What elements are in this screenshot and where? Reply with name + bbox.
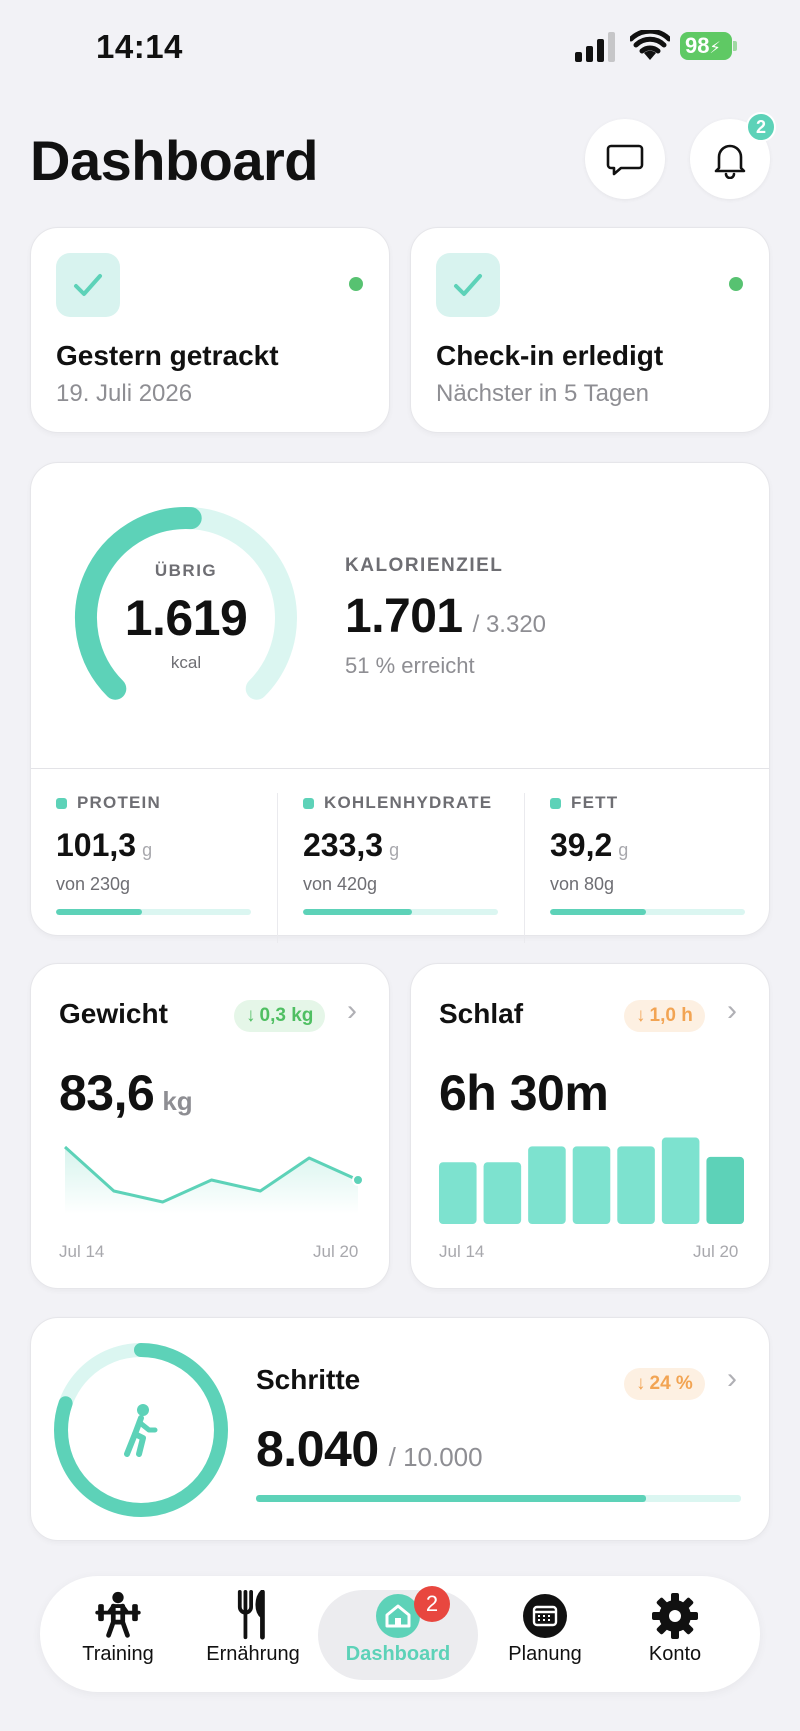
calorie-consumed: 1.701 / 3.320 [345, 589, 546, 644]
nav-label: Ernährung [206, 1643, 300, 1665]
wifi-icon [630, 30, 670, 60]
macro-value: 233,3 [303, 827, 384, 863]
card-subtitle: Nächster in 5 Tagen [436, 380, 650, 407]
weight-card[interactable]: Gewicht ↓ 0,3 kg › 83,6 kg Jul 14 Jul 20 [30, 963, 390, 1289]
chat-button[interactable] [585, 119, 665, 199]
remaining-unit: kcal [170, 653, 202, 672]
sleep-bar [483, 1162, 522, 1224]
checkin-card[interactable]: Check-in erledigt Nächster in 5 Tagen [410, 227, 770, 433]
nav-konto[interactable]: Konto [620, 1590, 730, 1680]
macro-carbs: KOHLENHYDRATE 233,3 g von 420g [303, 793, 498, 915]
remaining-value: 1.619 [124, 590, 248, 646]
walking-icon [124, 1404, 158, 1457]
goal-value: / 3.320 [472, 611, 547, 638]
sleep-title: Schlaf [439, 998, 524, 1029]
sleep-bar [661, 1137, 700, 1224]
chat-icon [606, 144, 644, 176]
arrow-down-icon: ↓ [636, 1373, 646, 1394]
sleep-bar [572, 1146, 611, 1224]
macro-of: von 230g [56, 874, 131, 894]
steps-ring [54, 1343, 228, 1517]
battery-icon: 98⚡ [680, 32, 738, 60]
bottom-nav: Training Ernährung Dashboard 2 Planung [40, 1576, 760, 1692]
divider [31, 768, 769, 769]
weight-value: 83,6 kg [59, 1065, 193, 1121]
macro-fat: FETT 39,2 g von 80g [550, 793, 745, 915]
remaining-label: ÜBRIG [154, 561, 218, 580]
bell-icon [714, 144, 746, 179]
reached-text: 51 % erreicht [345, 653, 475, 678]
steps-card[interactable]: Schritte ↓ 24 % › 8.040 / 10.000 [30, 1317, 770, 1541]
status-time: 14:14 [96, 28, 183, 65]
check-icon [56, 253, 120, 317]
notifications-badge: 2 [746, 112, 776, 142]
steps-title: Schritte [256, 1364, 361, 1395]
sleep-bar [528, 1146, 566, 1224]
macro-progress [550, 909, 745, 915]
nav-label: Training [82, 1643, 154, 1665]
macro-label: PROTEIN [77, 793, 161, 812]
weight-line [63, 1145, 359, 1204]
gear-icon [652, 1593, 698, 1639]
status-dot [729, 277, 743, 291]
home-icon [376, 1594, 420, 1638]
chevron-right-icon[interactable]: › [347, 994, 357, 1027]
goal-label: KALORIENZIEL [345, 555, 504, 576]
arrow-down-icon: ↓ [246, 1005, 256, 1026]
axis-end: Jul 20 [693, 1242, 739, 1261]
weightlifting-icon [95, 1591, 141, 1638]
macro-of: von 80g [550, 874, 615, 894]
nav-ernaehrung[interactable]: Ernährung [190, 1590, 316, 1680]
chevron-right-icon[interactable]: › [727, 994, 737, 1027]
sleep-bar [706, 1156, 744, 1224]
sleep-chart [439, 1137, 744, 1224]
axis-end: Jul 20 [313, 1242, 359, 1261]
sleep-bar [617, 1146, 655, 1224]
weight-title: Gewicht [59, 998, 168, 1029]
sleep-card[interactable]: Schlaf ↓ 1,0 h › 6h 30m Jul 14 Jul 20 [410, 963, 770, 1289]
sleep-value: 6h 30m [439, 1065, 609, 1121]
axis-start: Jul 14 [59, 1242, 105, 1261]
axis-start: Jul 14 [439, 1242, 485, 1261]
nav-label: Planung [508, 1643, 582, 1665]
sleep-delta-badge: ↓ 1,0 h [624, 1000, 705, 1032]
dashboard-badge: 2 [414, 1586, 450, 1622]
calorie-ring [75, 507, 297, 700]
consumed-value: 1.701 [345, 590, 463, 643]
calorie-card[interactable]: ÜBRIG 1.619 kcal KALORIENZIEL 1.701 / 3.… [30, 462, 770, 943]
steps-progress [256, 1495, 741, 1502]
cutlery-icon [237, 1590, 265, 1640]
sleep-bar [439, 1162, 477, 1224]
card-subtitle: 19. Juli 2026 [56, 380, 193, 407]
tracked-card[interactable]: Gestern getrackt 19. Juli 2026 [30, 227, 390, 433]
steps-value: 8.040 / 10.000 [256, 1421, 483, 1477]
signal-icon [575, 32, 615, 62]
macro-value: 101,3 [56, 827, 137, 863]
macro-of: von 420g [303, 874, 378, 894]
weight-delta-badge: ↓ 0,3 kg [234, 1000, 326, 1032]
nav-planung[interactable]: Planung [480, 1590, 610, 1680]
calendar-icon [523, 1594, 567, 1638]
steps-delta-badge: ↓ 24 % [624, 1368, 705, 1400]
nav-dashboard[interactable]: Dashboard [318, 1590, 478, 1680]
macro-label: KOHLENHYDRATE [324, 793, 493, 812]
weight-chart [63, 1145, 364, 1214]
arrow-down-icon: ↓ [636, 1005, 646, 1026]
weight-last-point [352, 1174, 364, 1186]
macro-label: FETT [571, 793, 619, 812]
macro-progress [303, 909, 498, 915]
status-dot [349, 277, 363, 291]
chevron-right-icon[interactable]: › [727, 1362, 737, 1395]
page-title: Dashboard [30, 129, 319, 192]
nav-label: Dashboard [345, 1643, 451, 1665]
check-icon [436, 253, 500, 317]
nav-training[interactable]: Training [60, 1590, 176, 1680]
macro-value: 39,2 [550, 827, 613, 863]
macro-protein: PROTEIN 101,3 g von 230g [56, 793, 251, 915]
card-title: Gestern getrackt [56, 340, 279, 371]
card-title: Check-in erledigt [436, 340, 664, 371]
nav-label: Konto [648, 1643, 702, 1665]
macro-progress [56, 909, 251, 915]
